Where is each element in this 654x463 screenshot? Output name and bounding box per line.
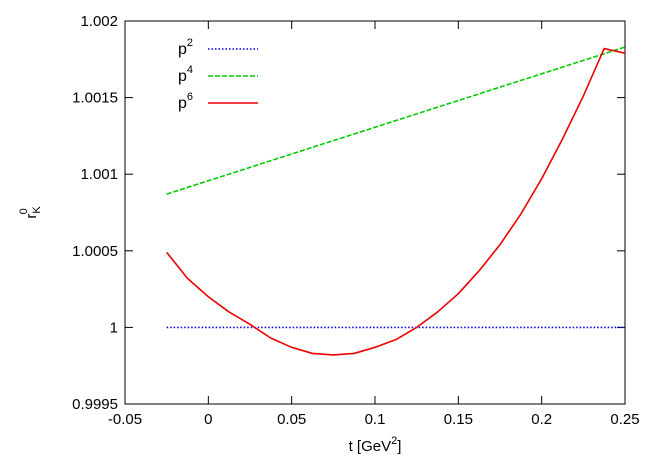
legend-label-p4: p4: [178, 64, 193, 85]
x-tick-label: 0.2: [531, 411, 552, 428]
x-tick-label: 0: [204, 411, 212, 428]
x-tick-label: 0.1: [365, 411, 386, 428]
y-tick-label: 1.0005: [72, 243, 118, 260]
y-tick-label: 1.002: [80, 13, 118, 30]
y-tick-label: 0.9995: [72, 396, 118, 413]
y-tick-label: 1: [110, 319, 118, 336]
x-tick-label: 0.05: [277, 411, 306, 428]
y-axis-label: rK0: [18, 206, 43, 219]
x-tick-label: 0.15: [444, 411, 473, 428]
legend-label-p6: p6: [178, 91, 193, 112]
y-axis-label-text: rK0: [18, 206, 43, 219]
x-tick-label: -0.05: [108, 411, 142, 428]
axis-labels: t [GeV2] rK0: [18, 206, 401, 455]
axis-ticks: -0.05 0 0.05 0.1 0.15 0.2 0.25 0.9995 1 1.0005 1.0…: [72, 13, 639, 428]
x-axis-label: t [GeV2]: [349, 435, 402, 455]
legend: p2 p4 p6: [178, 37, 258, 112]
series-line-p6: [166, 47, 626, 356]
x-tick-label: 0.25: [610, 411, 639, 428]
legend-label-p2: p2: [178, 37, 193, 58]
series-line-p4: [166, 46, 626, 195]
y-tick-label: 1.001: [80, 166, 118, 183]
y-tick-label: 1.0015: [72, 90, 118, 107]
series-layer: [166, 46, 626, 356]
